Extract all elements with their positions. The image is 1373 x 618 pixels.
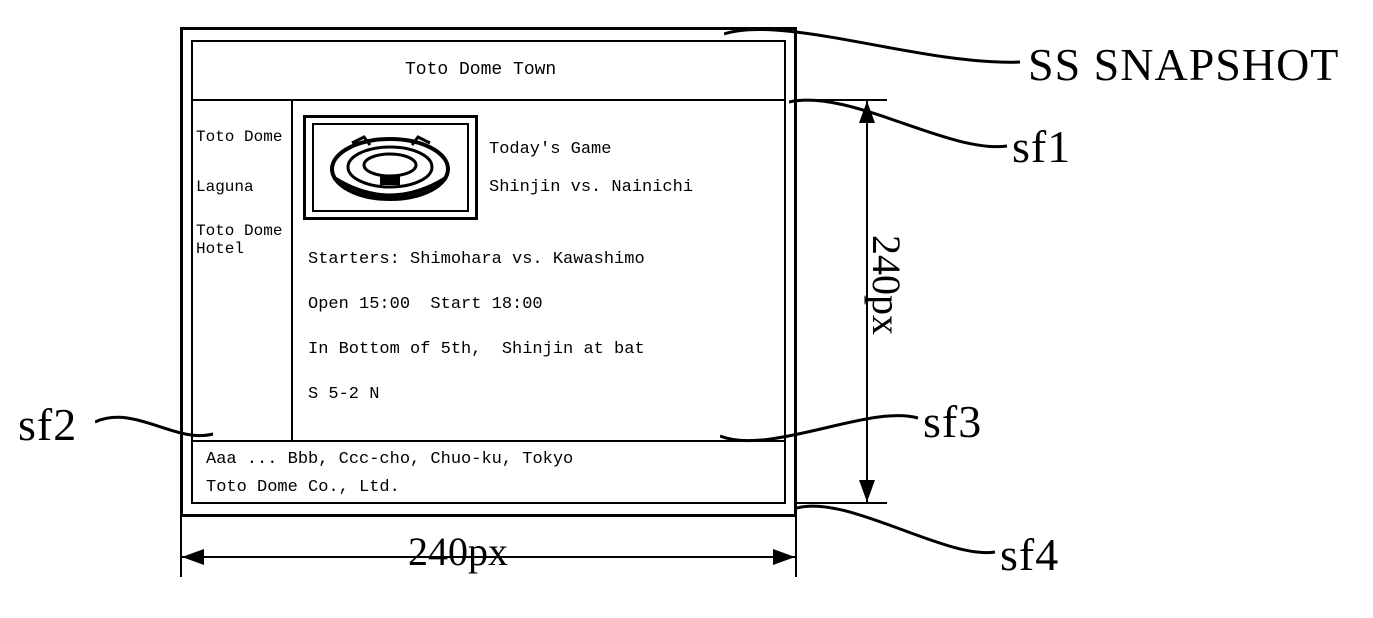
footer-address: Aaa ... Bbb, Ccc-cho, Chuo-ku, Tokyo bbox=[206, 450, 573, 469]
diagram-canvas: Toto Dome Town Toto Dome Laguna Toto Dom… bbox=[0, 0, 1373, 618]
sidebar-item: Laguna bbox=[196, 178, 254, 196]
arrow-head bbox=[182, 549, 204, 565]
sidebar-divider bbox=[291, 99, 293, 440]
header-divider bbox=[191, 99, 786, 101]
status: In Bottom of 5th, Shinjin at bat bbox=[308, 340, 645, 359]
annotation-sf1: sf1 bbox=[1012, 120, 1071, 173]
annotation-snapshot: SS SNAPSHOT bbox=[1028, 38, 1339, 91]
leader-sf1 bbox=[789, 94, 1009, 164]
annotation-sf2: sf2 bbox=[18, 398, 77, 451]
matchup: Shinjin vs. Nainichi bbox=[489, 178, 693, 197]
leader-snapshot bbox=[724, 22, 1024, 82]
height-dim-label: 240px bbox=[863, 235, 910, 335]
game-label: Today's Game bbox=[489, 140, 611, 159]
leader-sf2 bbox=[95, 400, 215, 450]
header-title: Toto Dome Town bbox=[405, 60, 556, 80]
leader-sf3 bbox=[720, 400, 920, 460]
arrow-head bbox=[859, 480, 875, 502]
dim-tick bbox=[180, 517, 182, 577]
score: S 5-2 N bbox=[308, 385, 379, 404]
snapshot-inner-frame bbox=[191, 40, 786, 504]
sidebar-item: Toto Dome bbox=[196, 128, 282, 146]
stadium-icon bbox=[312, 123, 469, 212]
annotation-sf3: sf3 bbox=[923, 395, 982, 448]
width-dim-label: 240px bbox=[408, 528, 508, 575]
sidebar-item: Toto Dome Hotel bbox=[196, 222, 282, 258]
annotation-sf4: sf4 bbox=[1000, 528, 1059, 581]
arrow-head bbox=[773, 549, 795, 565]
leader-sf4 bbox=[797, 500, 997, 570]
footer-divider bbox=[191, 440, 786, 442]
starters: Starters: Shimohara vs. Kawashimo bbox=[308, 250, 645, 269]
times: Open 15:00 Start 18:00 bbox=[308, 295, 543, 314]
footer-company: Toto Dome Co., Ltd. bbox=[206, 478, 400, 497]
